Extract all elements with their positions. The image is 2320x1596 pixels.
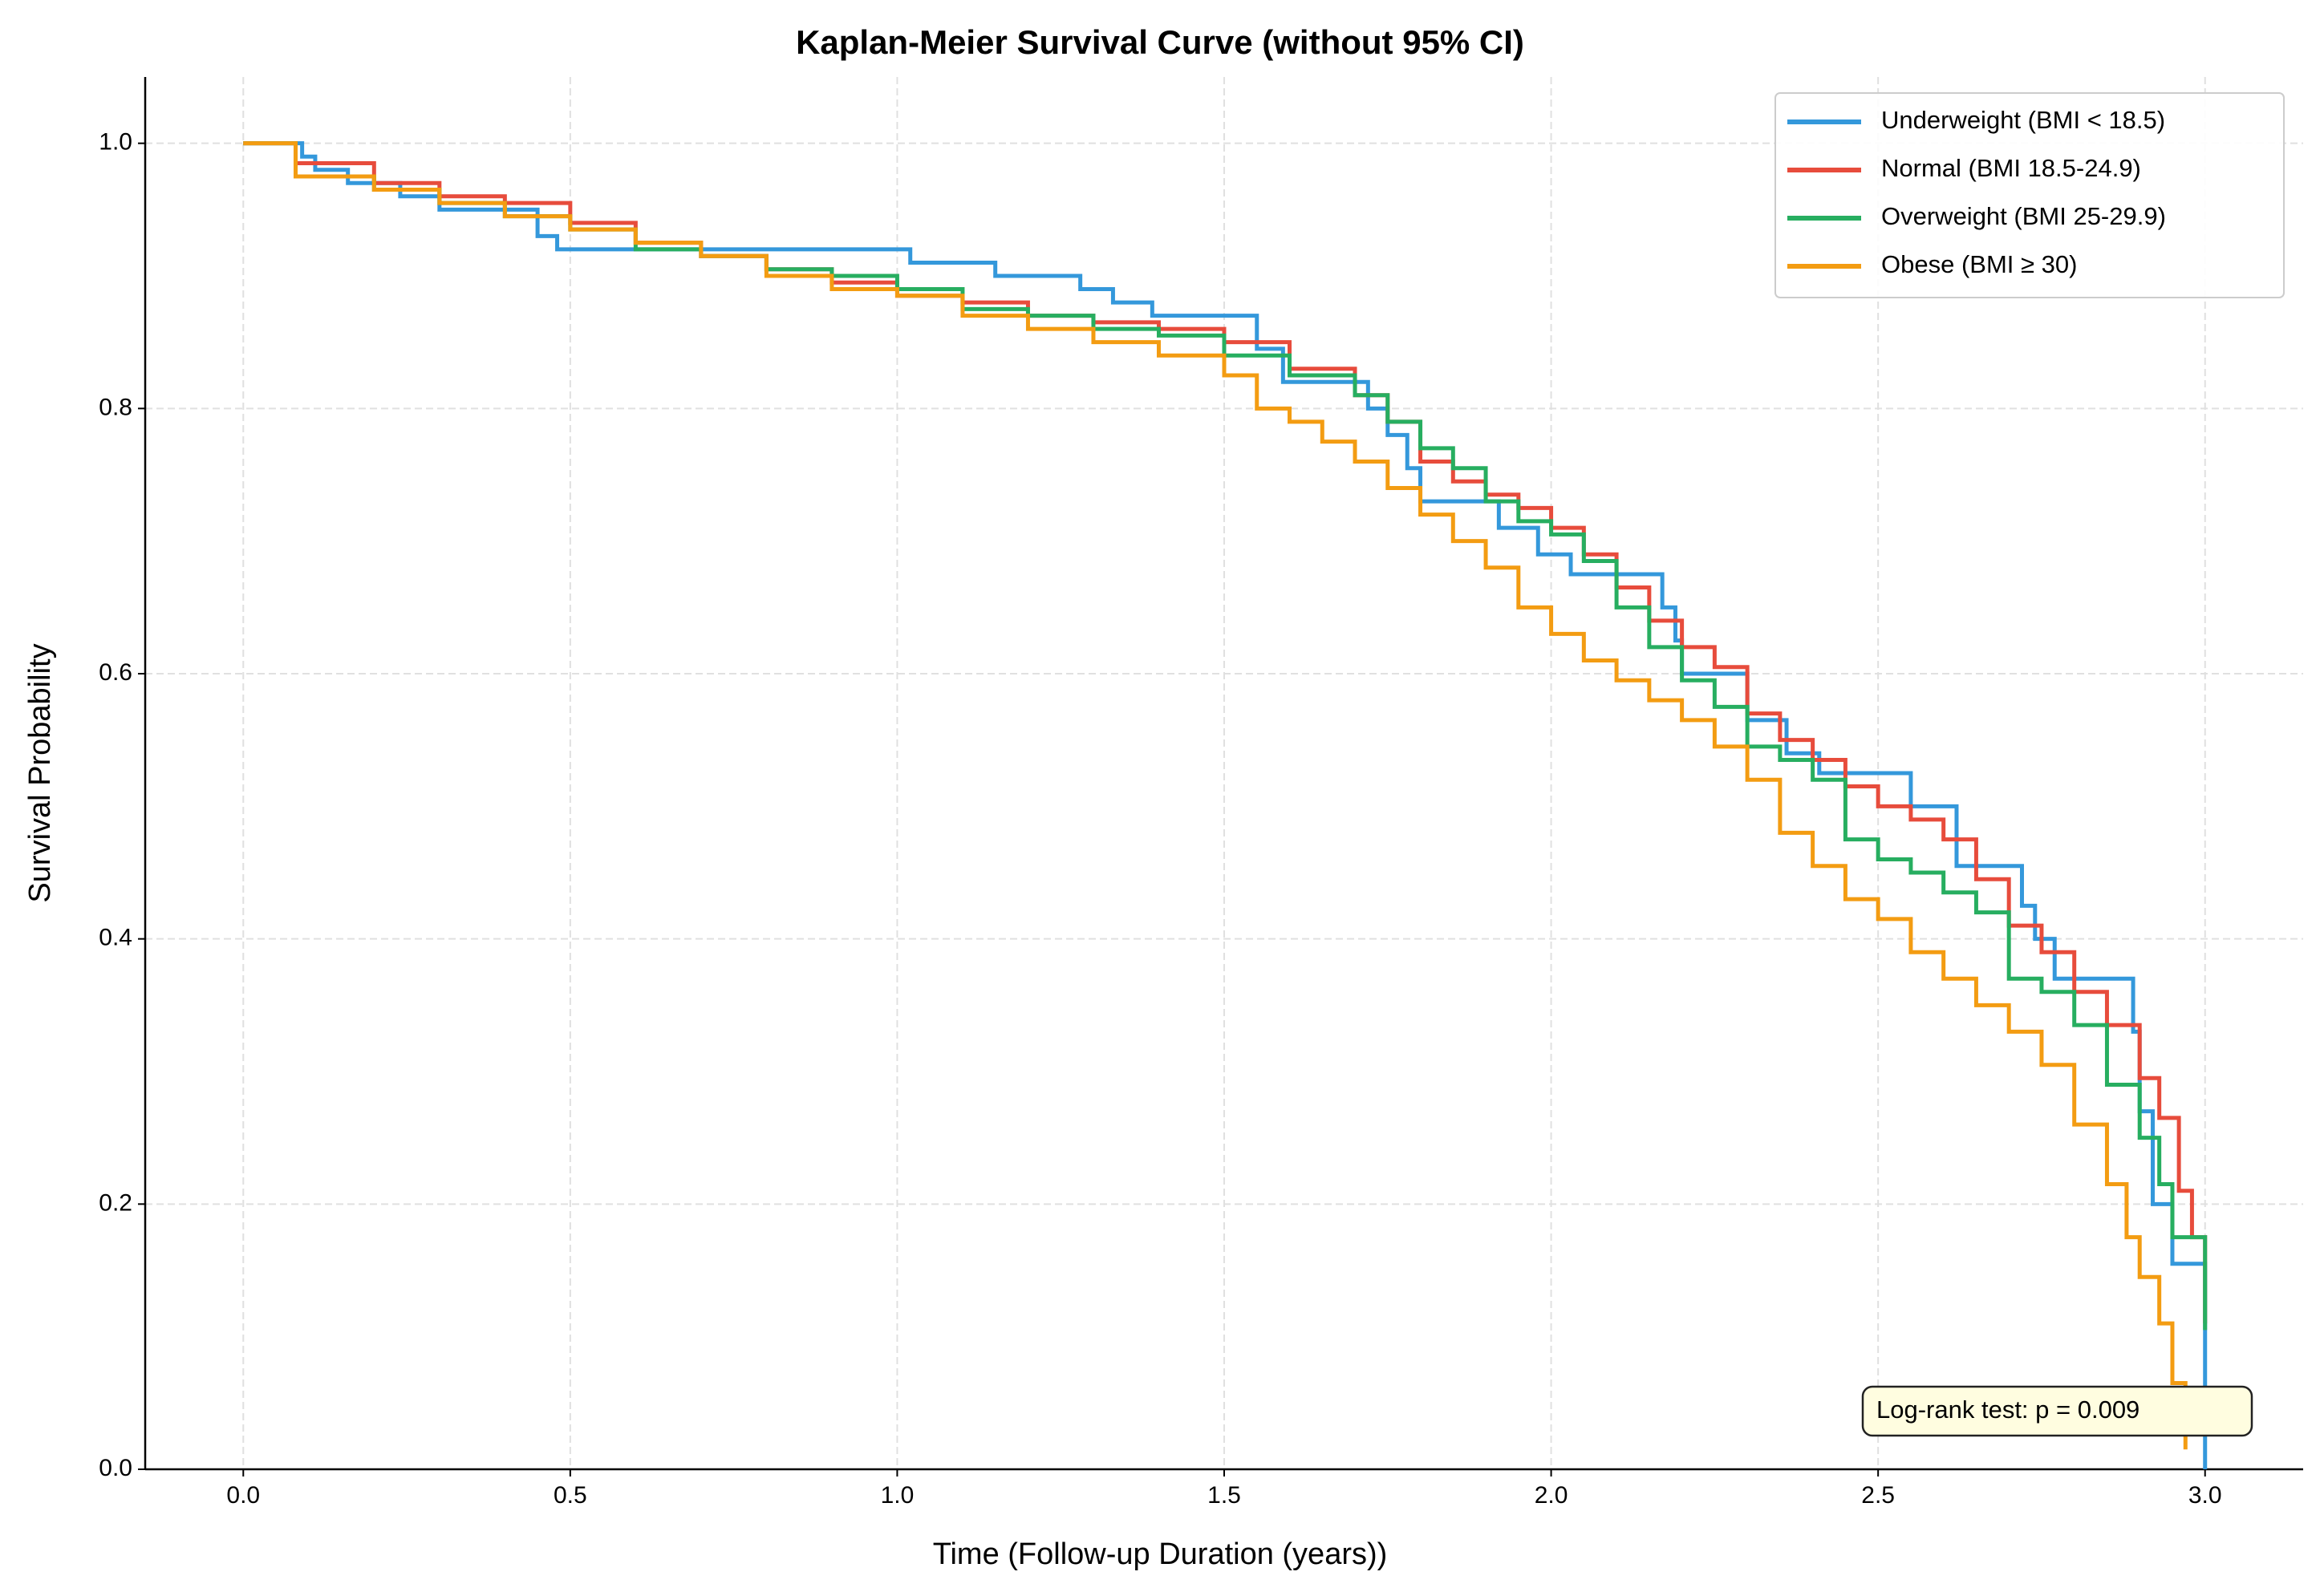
annotation-box — [1861, 1385, 2253, 1437]
y-tick-label: 0.0 — [99, 1455, 132, 1481]
x-tick-label: 0.0 — [226, 1482, 260, 1509]
survival-curve — [243, 141, 2188, 1450]
legend-label: Underweight (BMI < 18.5) — [1881, 106, 2165, 134]
x-tick-label: 1.5 — [1207, 1482, 1241, 1509]
y-tick-label: 1.0 — [99, 129, 132, 156]
y-tick-label: 0.4 — [99, 925, 132, 951]
legend-label: Normal (BMI 18.5-24.9) — [1881, 154, 2141, 182]
y-axis-label: Survival Probability — [23, 643, 57, 902]
chart-title: Kaplan-Meier Survival Curve (without 95%… — [796, 23, 1524, 61]
x-tick-label: 1.0 — [881, 1482, 915, 1509]
y-tick-label: 0.2 — [99, 1189, 132, 1216]
x-tick-label: 3.0 — [2188, 1482, 2222, 1509]
x-axis-label: Time (Follow-up Duration (years)) — [933, 1537, 1388, 1571]
annotation: Log-rank test: p = 0.009 — [1876, 1395, 2140, 1424]
y-tick-label: 0.6 — [99, 659, 132, 686]
y-tick-label: 0.8 — [99, 394, 132, 420]
x-tick-label: 0.5 — [554, 1482, 587, 1509]
x-tick-label: 2.5 — [1861, 1482, 1895, 1509]
legend-label: Obese (BMI ≥ 30) — [1881, 250, 2077, 278]
legend-box — [1774, 92, 2285, 298]
legend-label: Overweight (BMI 25-29.9) — [1881, 202, 2166, 230]
x-tick-label: 2.0 — [1535, 1482, 1568, 1509]
